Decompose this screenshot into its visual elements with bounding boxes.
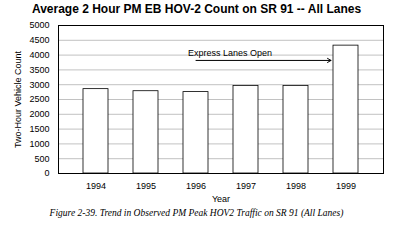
svg-text:3000: 3000 [29,80,49,90]
svg-text:2500: 2500 [29,94,49,104]
svg-text:1998: 1998 [286,181,306,191]
svg-text:3500: 3500 [29,65,49,75]
svg-text:1997: 1997 [236,181,256,191]
svg-text:4500: 4500 [29,35,49,45]
svg-text:1996: 1996 [186,181,206,191]
html-text:Average 2 Hour PM EB HOV-2 Cou: Average 2 Hour PM EB HOV-2 Count on SR 9… [31,2,362,16]
svg-text:1000: 1000 [29,139,49,149]
svg-text:2000: 2000 [29,109,49,119]
svg-text:500: 500 [34,154,49,164]
svg-text:4000: 4000 [29,50,49,60]
svg-text:Express Lanes Open: Express Lanes Open [188,48,272,58]
svg-text:5000: 5000 [29,20,49,30]
svg-text:1994: 1994 [86,181,106,191]
svg-text:Year: Year [212,194,230,204]
html-text:Figure 2-39. Trend in Observed: Figure 2-39. Trend in Observed PM Peak H… [49,208,344,218]
svg-text:Two-Hour Vehicle Count: Two-Hour Vehicle Count [13,50,23,148]
svg-text:1995: 1995 [136,181,156,191]
svg-text:1999: 1999 [336,181,356,191]
svg-text:1500: 1500 [29,124,49,134]
svg-text:0: 0 [44,168,49,178]
